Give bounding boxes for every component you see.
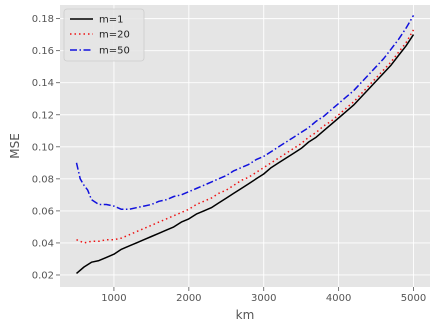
y-axis-ticks: 0.02 0.04 0.06 0.08 0.10 0.12 0.14 0.16 0.18	[32, 14, 60, 281]
y-tick-label: 0.14	[32, 78, 54, 89]
y-tick-label: 0.10	[32, 142, 54, 153]
y-tick-label: 0.08	[32, 174, 54, 185]
y-axis-label: MSE	[8, 133, 22, 159]
y-tick-label: 0.16	[32, 46, 54, 57]
x-tick-label: 5000	[401, 293, 426, 304]
x-axis-label: km	[236, 308, 255, 322]
y-tick-label: 0.18	[32, 14, 54, 25]
legend-label-m20: m=20	[99, 30, 130, 41]
x-tick-label: 4000	[326, 293, 351, 304]
y-tick-label: 0.06	[32, 206, 54, 217]
series-layer	[75, 15, 415, 274]
x-tick-label: 2000	[176, 293, 201, 304]
y-tick-label: 0.12	[32, 110, 54, 121]
legend: m=1 m=20 m=50	[63, 8, 145, 62]
series-line-m50	[75, 15, 415, 211]
x-tick-label: 1000	[101, 293, 126, 304]
legend-label-m1: m=1	[99, 15, 123, 26]
legend-label-m50: m=50	[99, 46, 130, 57]
legend-box	[63, 8, 145, 62]
series-line-m1	[76, 34, 415, 274]
y-tick-label: 0.02	[32, 270, 54, 281]
x-tick-label: 3000	[251, 293, 276, 304]
x-axis-ticks: 1000 2000 3000 4000 5000	[101, 287, 426, 304]
y-tick-label: 0.04	[32, 238, 54, 249]
grid-lines	[60, 5, 430, 287]
